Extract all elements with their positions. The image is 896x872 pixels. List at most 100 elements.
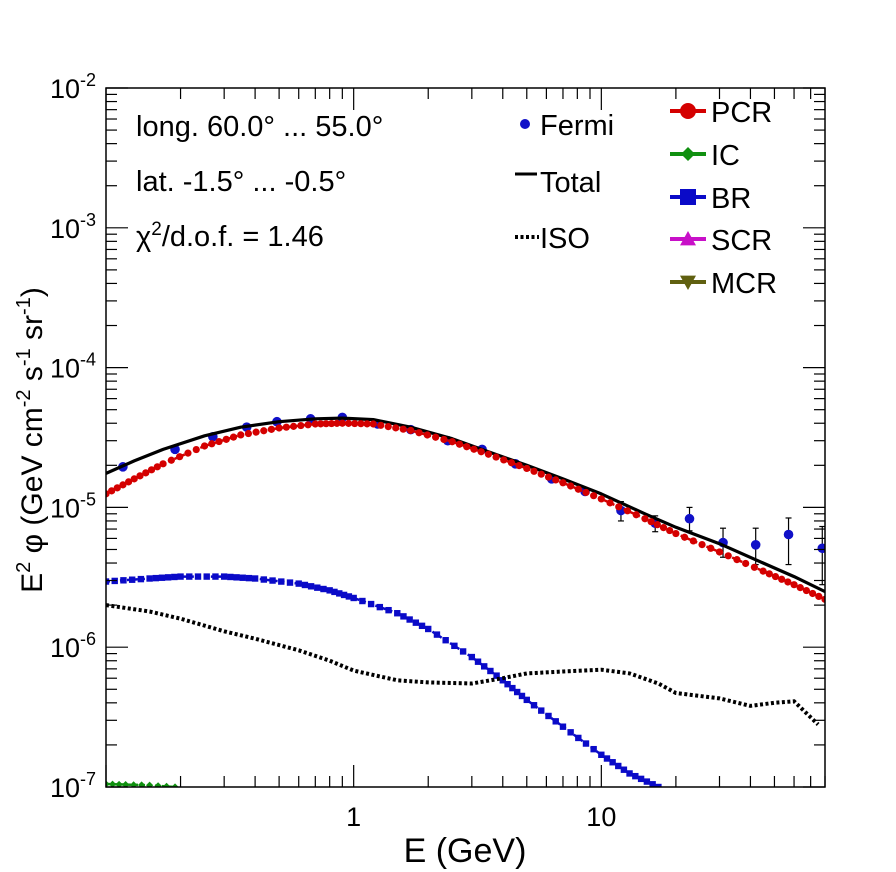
br-marker (278, 578, 285, 585)
series-ic (106, 780, 179, 787)
pcr-marker (552, 476, 560, 484)
ic-marker (146, 781, 154, 787)
y-tick-label: 10-6 (50, 629, 96, 663)
pcr-marker (778, 575, 786, 583)
legend-label-ic: IC (711, 140, 740, 172)
ic-marker (115, 780, 123, 787)
legend-label-br: BR (711, 183, 751, 215)
plot-area (106, 412, 825, 787)
fermi-point (684, 513, 695, 524)
pcr-marker (559, 479, 567, 487)
pcr-marker (130, 475, 138, 483)
pcr-marker (759, 567, 767, 575)
pcr-marker (275, 424, 283, 432)
pcr-marker (574, 485, 582, 493)
pcr-marker (544, 473, 553, 481)
legend-label-fermi: Fermi (540, 110, 614, 142)
legend-entry-ic: IC (670, 140, 740, 172)
pcr-marker (653, 521, 661, 529)
pcr-marker (333, 419, 341, 427)
br-marker (336, 590, 343, 597)
legend-scr-marker-icon (680, 231, 696, 246)
pcr-marker (119, 481, 127, 489)
x-tick-label: 10 (586, 802, 616, 832)
pcr-marker (384, 422, 392, 431)
annotation-latitude: lat. -1.5° ... -0.5° (136, 166, 346, 198)
br-marker (320, 585, 327, 593)
legend-entry-iso: ISO (515, 223, 590, 255)
pcr-marker (357, 420, 365, 428)
br-marker (468, 653, 476, 661)
ic-marker (171, 783, 179, 787)
pcr-marker (192, 445, 200, 454)
pcr-marker (765, 570, 773, 578)
pcr-marker (440, 435, 448, 444)
br-marker (487, 667, 494, 675)
br-marker (239, 574, 246, 581)
pcr-marker (500, 456, 508, 464)
ic-marker (106, 780, 110, 787)
legend-entry-scr: SCR (670, 225, 772, 257)
pcr-marker (344, 419, 353, 427)
y-tick-label: 10-2 (50, 70, 96, 104)
legend-entry-br: BR (670, 183, 751, 215)
br-marker (301, 581, 309, 589)
br-marker (425, 625, 432, 633)
br-marker (620, 766, 628, 773)
legend-pcr-marker-icon (680, 103, 696, 119)
br-marker (538, 707, 545, 714)
pcr-marker (455, 440, 464, 448)
pcr-marker (184, 449, 192, 457)
pcr-marker (606, 499, 614, 507)
pcr-marker (815, 592, 823, 601)
ic-marker (154, 782, 162, 787)
br-marker (158, 574, 166, 581)
pcr-marker (530, 467, 538, 475)
pcr-marker (252, 428, 260, 436)
br-marker (575, 734, 582, 742)
br-marker (164, 574, 172, 581)
pcr-marker (215, 437, 223, 446)
pcr-marker (304, 421, 312, 429)
pcr-marker (477, 448, 485, 456)
pcr-marker (200, 442, 209, 450)
legend-label-mcr: MCR (711, 268, 777, 300)
pcr-marker (809, 589, 817, 598)
pcr-marker (136, 472, 144, 480)
x-tick-label: 1 (346, 802, 361, 832)
br-marker (106, 578, 110, 585)
pcr-marker (267, 425, 276, 433)
ic-marker (130, 781, 138, 787)
pcr-marker (167, 456, 175, 464)
legend-entry-pcr: PCR (670, 97, 772, 129)
br-marker (643, 778, 651, 785)
legend-mcr-marker-icon (680, 275, 696, 290)
pcr-marker (733, 556, 741, 564)
pcr-marker (327, 419, 336, 428)
pcr-marker (582, 488, 590, 497)
pcr-marker (590, 492, 598, 500)
annotation-chi-square: χ2/d.o.f. = 1.46 (136, 219, 324, 253)
pcr-marker (147, 466, 156, 474)
br-marker (220, 573, 228, 580)
pcr-marker (377, 421, 385, 429)
legend-entry-mcr: MCR (670, 268, 777, 300)
br-marker (245, 574, 253, 582)
pcr-marker (647, 518, 655, 526)
axes: 1 10 10-7 10-6 10-5 10-4 10-3 10-2 (50, 70, 826, 832)
pcr-marker (322, 420, 330, 428)
br-marker (269, 577, 276, 584)
pcr-marker (567, 482, 575, 490)
br-marker (385, 606, 392, 614)
pcr-marker (784, 578, 792, 586)
pcr-marker (124, 478, 133, 486)
pcr-marker (407, 426, 415, 435)
pcr-marker (208, 440, 216, 448)
pcr-marker (632, 511, 640, 519)
pcr-marker (796, 584, 804, 592)
pcr-marker (399, 425, 407, 433)
pcr-marker (641, 515, 649, 523)
br-marker (609, 759, 616, 766)
pcr-marker (282, 423, 290, 431)
br-marker (418, 622, 426, 630)
